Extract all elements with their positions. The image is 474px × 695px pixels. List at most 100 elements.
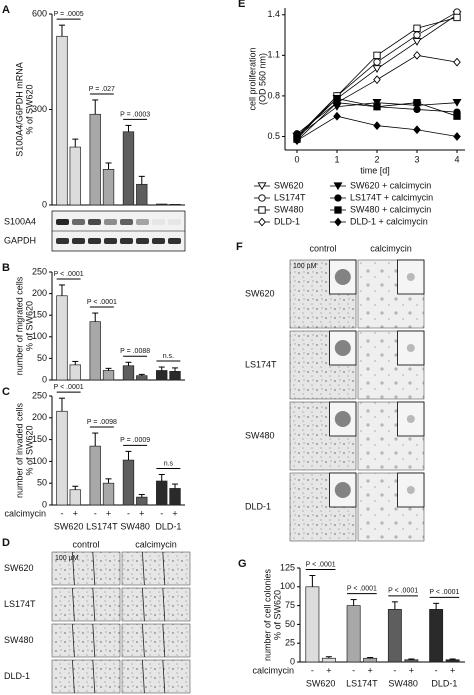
legend-marker [258, 194, 266, 202]
row-label: DLD-1 [4, 671, 30, 681]
bar [363, 657, 378, 663]
blot-band [56, 219, 69, 225]
significance-label: P = .0088 [120, 348, 150, 355]
row-label: SW480 [4, 635, 34, 645]
legend-marker [333, 182, 343, 191]
column-label: control [309, 243, 336, 253]
data-point [293, 136, 301, 145]
data-point [413, 31, 421, 39]
bar [169, 371, 181, 381]
bar [136, 183, 148, 206]
bar [404, 659, 419, 663]
x-tick-label: 3 [414, 154, 419, 164]
colony [334, 411, 351, 427]
y-tick-label: 200 [32, 288, 47, 298]
blot-band [120, 238, 133, 244]
significance-label: P < .0001 [347, 585, 377, 592]
y-axis-label: % of SW620 [272, 590, 282, 640]
y-tick-label: 75 [285, 600, 295, 610]
colony [406, 415, 415, 423]
row-label: SW620 [245, 288, 275, 298]
bar [169, 488, 181, 506]
micrograph [121, 587, 191, 622]
data-point [453, 57, 461, 67]
y-axis-label: number of cell colonies [262, 568, 272, 661]
blot-band [152, 219, 165, 225]
treatment-sign: - [94, 508, 97, 518]
bar [136, 496, 148, 506]
legend-marker [334, 194, 342, 202]
panel-label: G [238, 558, 247, 570]
panel-label: E [238, 0, 245, 10]
significance-label: P = .0005 [54, 11, 84, 18]
colony [406, 273, 415, 281]
legend-label: SW480 [274, 204, 304, 214]
bar [156, 203, 168, 206]
scratch-edge [92, 659, 96, 694]
bar [122, 131, 135, 206]
scratch-edge [72, 551, 75, 586]
scratch-edge [162, 659, 166, 694]
data-point [413, 125, 421, 135]
significance-label: n.s [164, 460, 174, 467]
legend-marker [334, 206, 342, 214]
scratch-edge [92, 623, 96, 658]
blot-band [72, 238, 85, 244]
bar [89, 321, 101, 381]
y-tick-label: 125 [280, 562, 295, 572]
y-axis-label: % of SW620 [24, 301, 34, 351]
treatment-sign: + [172, 508, 177, 518]
legend-label: DLD-1 + calcimycin [350, 216, 428, 226]
y-tick-label: 200 [32, 412, 47, 422]
treatment-sign: + [139, 508, 144, 518]
treatment-label: calcimycin [252, 665, 294, 675]
data-point [333, 94, 341, 103]
bar [169, 204, 181, 206]
legend-label: SW620 [274, 180, 304, 190]
y-tick-label: 1.1 [267, 50, 280, 60]
blot-band [72, 219, 85, 225]
y-tick-label: 300 [32, 104, 47, 114]
x-tick-label: 2 [374, 154, 379, 164]
micrograph [121, 659, 191, 694]
blot-band [136, 238, 149, 244]
data-point [413, 24, 421, 32]
treatment-sign: - [160, 508, 163, 518]
significance-label: n.s. [163, 353, 174, 360]
scratch-edge [162, 587, 166, 622]
legend-label: DLD-1 [274, 216, 300, 226]
scratch-edge [72, 659, 75, 694]
panel-label: A [2, 4, 10, 16]
legend-marker [334, 217, 342, 227]
colony [406, 344, 415, 352]
y-tick-label: 100 [280, 581, 295, 591]
blot-band [104, 219, 117, 225]
data-point [373, 103, 381, 111]
bar [69, 364, 81, 381]
significance-label: P = .0098 [87, 419, 117, 426]
y-tick-label: 600 [32, 8, 47, 18]
y-tick-label: 250 [32, 266, 47, 276]
bar [321, 657, 336, 663]
treatment-sign: - [352, 665, 355, 675]
blot-label: S100A4 [4, 216, 36, 226]
scratch-edge [142, 659, 145, 694]
scratch-edge [72, 587, 75, 622]
legend-marker [257, 182, 267, 191]
data-point [373, 51, 381, 59]
row-label: DLD-1 [245, 501, 271, 511]
x-tick-label: LS174T [346, 678, 378, 688]
scratch-edge [72, 623, 75, 658]
significance-label: P < .0001 [306, 561, 336, 568]
micrograph [51, 623, 121, 658]
y-tick-label: 50 [285, 619, 295, 629]
scale-label: 100 µM [293, 263, 317, 270]
y-axis-label: S100A4/G6PDH mRNA [14, 62, 24, 157]
y-tick-label: 50 [37, 353, 47, 363]
data-point [413, 99, 421, 107]
x-tick-label: SW620 [54, 521, 84, 531]
x-tick-label: 4 [454, 154, 459, 164]
micrograph [51, 551, 121, 586]
y-tick-label: 150 [32, 310, 47, 320]
